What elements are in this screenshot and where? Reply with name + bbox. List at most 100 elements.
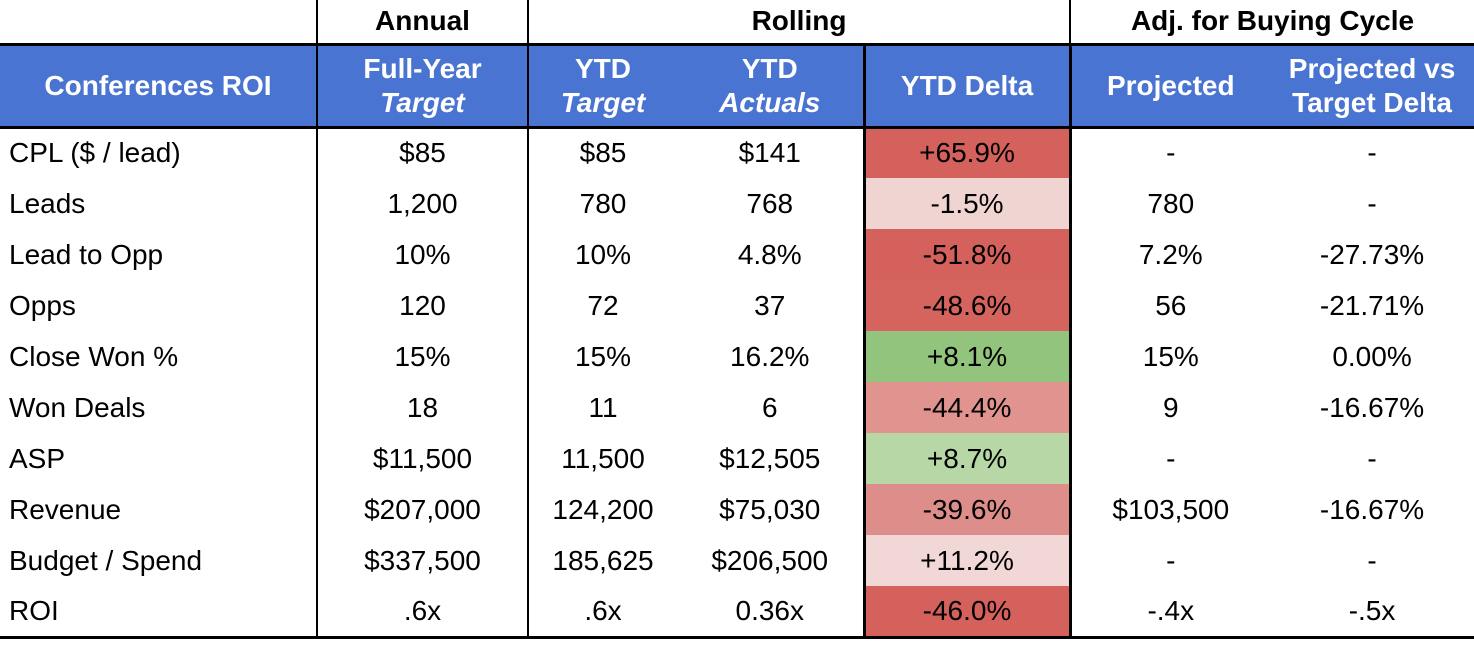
full-year-target-cell: $85 [316,127,528,178]
ytd-delta-cell: -44.4% [862,382,1072,433]
ytd-delta-cell: +65.9% [862,127,1072,178]
ytd-actuals-cell: 4.8% [677,229,864,280]
ytd-actuals-cell: 768 [677,178,864,229]
projected-vs-target-delta-cell: 0.00% [1270,331,1474,382]
table-row-won-deals: Won Deals 18 11 6 -44.4% 9 -16.67% [0,382,1474,433]
projected-cell: - [1070,127,1271,178]
ytd-target-cell: 15% [527,331,677,382]
ytd-target-cell: 11,500 [527,433,677,484]
full-year-target-cell: 1,200 [316,178,528,229]
ytd-actuals-cell: $75,030 [677,484,864,535]
full-year-target-cell: $11,500 [316,433,528,484]
col-header-line2: Target [560,86,646,118]
ytd-delta-cell: +11.2% [862,535,1072,586]
col-header-projected-vs-target-delta: Projected vs Target Delta [1270,42,1474,129]
col-header-line1: Projected vs [1288,52,1456,84]
conferences-roi-table: Annual Rolling Adj. for Buying Cycle Con… [0,0,1474,639]
col-header-projected: Projected [1070,42,1271,129]
row-label: ROI [0,586,317,639]
projected-vs-target-delta-cell: -16.67% [1270,382,1474,433]
ytd-target-cell: 780 [527,178,677,229]
table-row-cpl: CPL ($ / lead) $85 $85 $141 +65.9% - - [0,127,1474,178]
ytd-target-cell: 185,625 [527,535,677,586]
row-label: Revenue [0,484,317,535]
projected-vs-target-delta-cell: - [1270,127,1474,178]
projected-cell: - [1070,433,1271,484]
full-year-target-cell: .6x [316,586,528,639]
projected-cell: -.4x [1070,586,1271,639]
projected-cell: 7.2% [1070,229,1271,280]
col-header-line2: Actuals [719,86,821,118]
ytd-actuals-cell: $206,500 [677,535,864,586]
projected-cell: - [1070,535,1271,586]
projected-vs-target-delta-cell: - [1270,535,1474,586]
table-row-roi: ROI .6x .6x 0.36x -46.0% -.4x -.5x [0,586,1474,639]
ytd-delta-cell: -39.6% [862,484,1072,535]
full-year-target-cell: $337,500 [316,535,528,586]
projected-vs-target-delta-cell: -.5x [1270,586,1474,639]
projected-vs-target-delta-cell: -16.67% [1270,484,1474,535]
row-label: Opps [0,280,317,331]
group-header-annual: Annual [316,0,528,44]
projected-vs-target-delta-cell: -21.71% [1270,280,1474,331]
projected-cell: 9 [1070,382,1271,433]
row-label: CPL ($ / lead) [0,127,317,178]
ytd-actuals-cell: 16.2% [677,331,864,382]
ytd-delta-cell: -51.8% [862,229,1072,280]
table-title: Conferences ROI [0,42,317,129]
ytd-target-cell: 11 [527,382,677,433]
full-year-target-cell: 120 [316,280,528,331]
col-header-ytd-delta: YTD Delta [862,42,1072,129]
col-header-line1: Full-Year [363,52,482,84]
full-year-target-cell: 10% [316,229,528,280]
group-header-row: Annual Rolling Adj. for Buying Cycle [0,0,1474,44]
projected-vs-target-delta-cell: - [1270,433,1474,484]
projected-vs-target-delta-cell: - [1270,178,1474,229]
ytd-actuals-cell: 0.36x [677,586,864,639]
ytd-target-cell: 10% [527,229,677,280]
table-row-budget-spend: Budget / Spend $337,500 185,625 $206,500… [0,535,1474,586]
row-label: Won Deals [0,382,317,433]
full-year-target-cell: $207,000 [316,484,528,535]
col-header-line1: YTD [741,52,798,84]
ytd-delta-cell: -1.5% [862,178,1072,229]
col-header-ytd-actuals: YTD Actuals [677,42,864,129]
table-row-leads: Leads 1,200 780 768 -1.5% 780 - [0,178,1474,229]
row-label: Close Won % [0,331,317,382]
full-year-target-cell: 15% [316,331,528,382]
table-row-close-won: Close Won % 15% 15% 16.2% +8.1% 15% 0.00… [0,331,1474,382]
full-year-target-cell: 18 [316,382,528,433]
projected-cell: 780 [1070,178,1271,229]
column-header-row: Conferences ROI Full-Year Target YTD Tar… [0,42,1474,129]
row-label: Lead to Opp [0,229,317,280]
ytd-delta-cell: +8.7% [862,433,1072,484]
col-header-full-year-target: Full-Year Target [316,42,528,129]
row-label: ASP [0,433,317,484]
ytd-actuals-cell: 37 [677,280,864,331]
ytd-delta-cell: -46.0% [862,586,1072,639]
projected-cell: $103,500 [1070,484,1271,535]
table-row-revenue: Revenue $207,000 124,200 $75,030 -39.6% … [0,484,1474,535]
ytd-actuals-cell: 6 [677,382,864,433]
col-header-ytd-target: YTD Target [527,42,677,129]
projected-cell: 56 [1070,280,1271,331]
ytd-delta-cell: +8.1% [862,331,1072,382]
ytd-delta-cell: -48.6% [862,280,1072,331]
group-header-rolling: Rolling [526,0,1071,44]
col-header-line2: Target [380,86,465,118]
projected-vs-target-delta-cell: -27.73% [1270,229,1474,280]
ytd-target-cell: $85 [527,127,677,178]
ytd-target-cell: .6x [527,586,677,639]
group-header-adj-buying-cycle: Adj. for Buying Cycle [1069,0,1474,44]
col-header-line2: Target Delta [1292,86,1452,118]
ytd-actuals-cell: $141 [677,127,864,178]
row-label: Leads [0,178,317,229]
group-header-blank [0,0,317,44]
table-row-asp: ASP $11,500 11,500 $12,505 +8.7% - - [0,433,1474,484]
ytd-target-cell: 72 [527,280,677,331]
ytd-target-cell: 124,200 [527,484,677,535]
table-row-lead-to-opp: Lead to Opp 10% 10% 4.8% -51.8% 7.2% -27… [0,229,1474,280]
table-row-opps: Opps 120 72 37 -48.6% 56 -21.71% [0,280,1474,331]
ytd-actuals-cell: $12,505 [677,433,864,484]
projected-cell: 15% [1070,331,1271,382]
